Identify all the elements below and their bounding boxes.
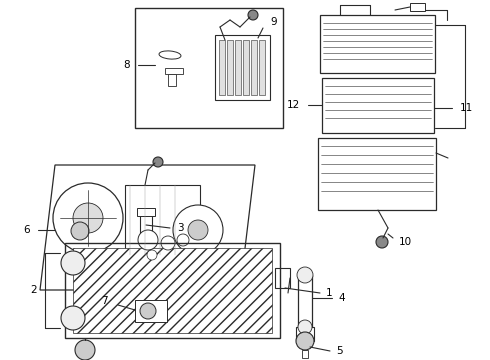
Text: 5: 5: [336, 346, 343, 356]
Bar: [235, 40, 241, 95]
Bar: [259, 40, 265, 95]
Text: 8: 8: [123, 60, 130, 70]
Circle shape: [73, 203, 103, 233]
Circle shape: [75, 340, 95, 360]
Text: 1: 1: [326, 288, 333, 298]
Text: 3: 3: [177, 223, 184, 233]
Circle shape: [61, 306, 85, 330]
Bar: [137, 208, 155, 216]
Bar: [135, 300, 167, 322]
Bar: [135, 8, 283, 128]
Text: 7: 7: [101, 296, 108, 306]
Bar: [296, 327, 314, 341]
Circle shape: [53, 183, 123, 253]
Text: 4: 4: [338, 293, 344, 303]
Text: 10: 10: [399, 237, 412, 247]
Text: 11: 11: [460, 103, 473, 113]
Circle shape: [61, 251, 85, 275]
Ellipse shape: [159, 51, 181, 59]
Bar: [302, 350, 308, 358]
Bar: [322, 78, 434, 133]
Circle shape: [296, 332, 314, 350]
Text: 12: 12: [287, 100, 300, 110]
Bar: [320, 15, 435, 73]
Circle shape: [298, 320, 312, 334]
Bar: [251, 40, 257, 95]
Polygon shape: [40, 165, 255, 290]
Circle shape: [71, 222, 89, 240]
Text: 6: 6: [24, 225, 30, 235]
Circle shape: [376, 236, 388, 248]
Circle shape: [248, 10, 258, 20]
Bar: [165, 68, 183, 74]
Text: 2: 2: [30, 285, 37, 295]
Circle shape: [138, 230, 158, 250]
Bar: [215, 35, 270, 100]
Bar: [275, 268, 290, 288]
Text: 9: 9: [270, 17, 277, 27]
Bar: [168, 74, 176, 86]
Bar: [410, 3, 425, 11]
Circle shape: [140, 303, 156, 319]
Bar: [219, 40, 225, 95]
Circle shape: [173, 205, 223, 255]
Bar: [125, 185, 200, 255]
Bar: [243, 40, 249, 95]
Circle shape: [188, 220, 208, 240]
Circle shape: [153, 157, 163, 167]
Bar: [318, 138, 436, 210]
Circle shape: [147, 250, 157, 260]
Bar: [227, 40, 233, 95]
Bar: [140, 213, 152, 241]
Bar: [298, 275, 312, 327]
Circle shape: [161, 236, 175, 250]
Circle shape: [177, 234, 189, 246]
Bar: [65, 243, 280, 338]
Bar: [73, 248, 272, 333]
Bar: [148, 298, 153, 303]
Circle shape: [297, 267, 313, 283]
